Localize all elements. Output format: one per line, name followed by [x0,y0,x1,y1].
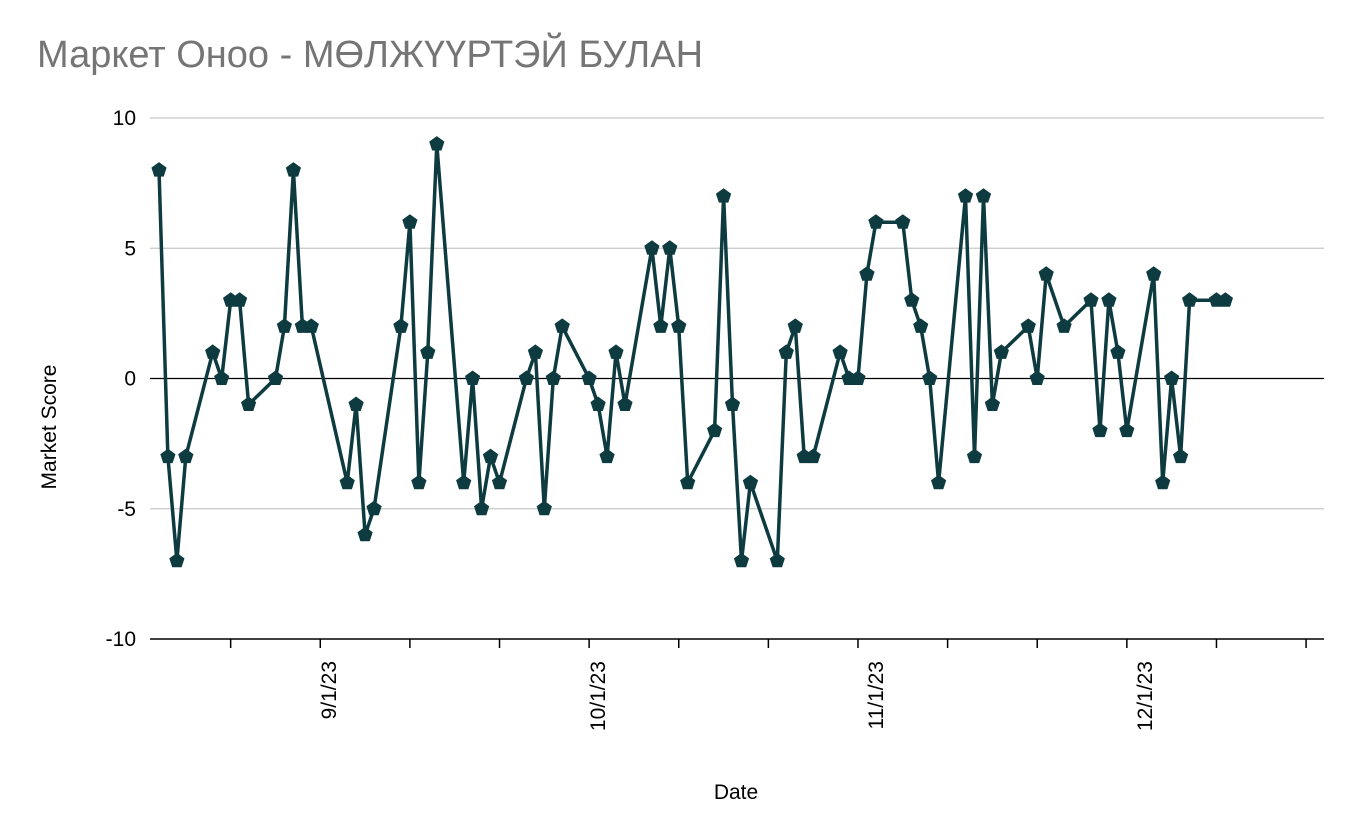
data-point [957,188,974,203]
data-point [241,396,257,411]
data-point [1217,292,1233,307]
data-point [733,552,750,568]
data-point [662,240,678,255]
x-tick-label: 9/1/23 [318,661,341,719]
y-tick-label: 0 [124,368,136,391]
data-point [1092,422,1108,438]
data-point [707,422,723,438]
data-point [411,474,427,490]
data-point [1155,474,1171,490]
data-point [285,162,301,177]
data-point [778,344,794,359]
data-point [653,318,669,333]
data-point [554,318,570,333]
y-tick-label: 10 [113,107,136,130]
data-point [895,214,911,229]
data-point [527,344,543,359]
data-point [474,500,490,516]
x-tick-label: 12/1/23 [1134,661,1157,731]
data-point [913,318,929,333]
data-point [456,474,472,490]
data-point [1119,422,1135,438]
data-point [680,474,696,490]
data-point [1038,266,1054,281]
data-point [420,344,436,359]
data-point [169,552,185,568]
data-point [787,318,803,333]
data-point [267,370,284,385]
data-point [608,344,624,359]
data-point [1110,344,1126,359]
x-tick-label: 11/1/23 [865,661,888,730]
data-point [715,188,732,203]
y-tick-label: -10 [106,628,136,651]
data-point [339,474,355,490]
data-point [966,448,983,464]
data-point [205,344,221,359]
data-point [1164,370,1180,385]
data-point [922,370,938,385]
data-point [590,396,606,411]
data-point [536,500,552,516]
data-point [232,292,248,307]
data-point [1029,370,1045,385]
data-point [904,292,920,307]
data-point [859,266,875,281]
data-point [482,448,499,464]
data-point [769,552,785,568]
data-point [931,474,947,490]
data-point [1056,318,1072,333]
data-point [671,318,687,333]
data-point [868,214,884,229]
data-point [805,448,821,464]
data-point [1101,292,1117,307]
data-point [491,474,508,490]
data-point [214,370,230,385]
data-point [975,188,992,203]
data-point [724,396,741,411]
data-point [1173,448,1189,464]
data-point [303,318,319,333]
y-axis-title: Market Score [38,365,61,490]
data-point [178,448,194,464]
data-point [1146,266,1162,281]
y-tick-label: -5 [117,498,136,521]
x-tick-label: 10/1/23 [587,661,610,731]
data-point [348,396,364,411]
x-tick-labels: 9/1/23 10/1/23 11/1/23 12/1/23 [318,661,1157,731]
data-point [1083,292,1099,307]
chart-title: Маркет Оноо - МӨЛЖҮҮРТЭЙ БУЛАН [37,34,704,76]
data-point [742,474,759,490]
data-point [984,396,1000,411]
data-point [393,318,409,333]
data-point [1020,318,1036,333]
series-layer [151,136,1233,568]
data-point [357,526,373,542]
data-point [276,318,292,333]
data-point [832,344,848,359]
data-point [644,240,660,255]
data-point [617,396,633,411]
data-point [151,162,167,177]
data-point [366,500,382,516]
data-point [465,370,481,385]
data-point [1182,292,1198,307]
axes [150,377,1324,648]
data-point [545,370,561,385]
data-point [850,370,866,385]
data-point [518,370,534,385]
y-tick-label: 5 [124,237,136,260]
data-point [581,370,597,385]
y-tick-labels: 10 5 0 -5 -10 [106,107,136,651]
series-line [157,143,1226,562]
data-point [993,344,1009,359]
data-point [429,136,445,151]
x-axis-title: Date [714,781,758,804]
data-point [599,448,615,464]
data-point [402,214,418,229]
data-point [160,448,176,464]
